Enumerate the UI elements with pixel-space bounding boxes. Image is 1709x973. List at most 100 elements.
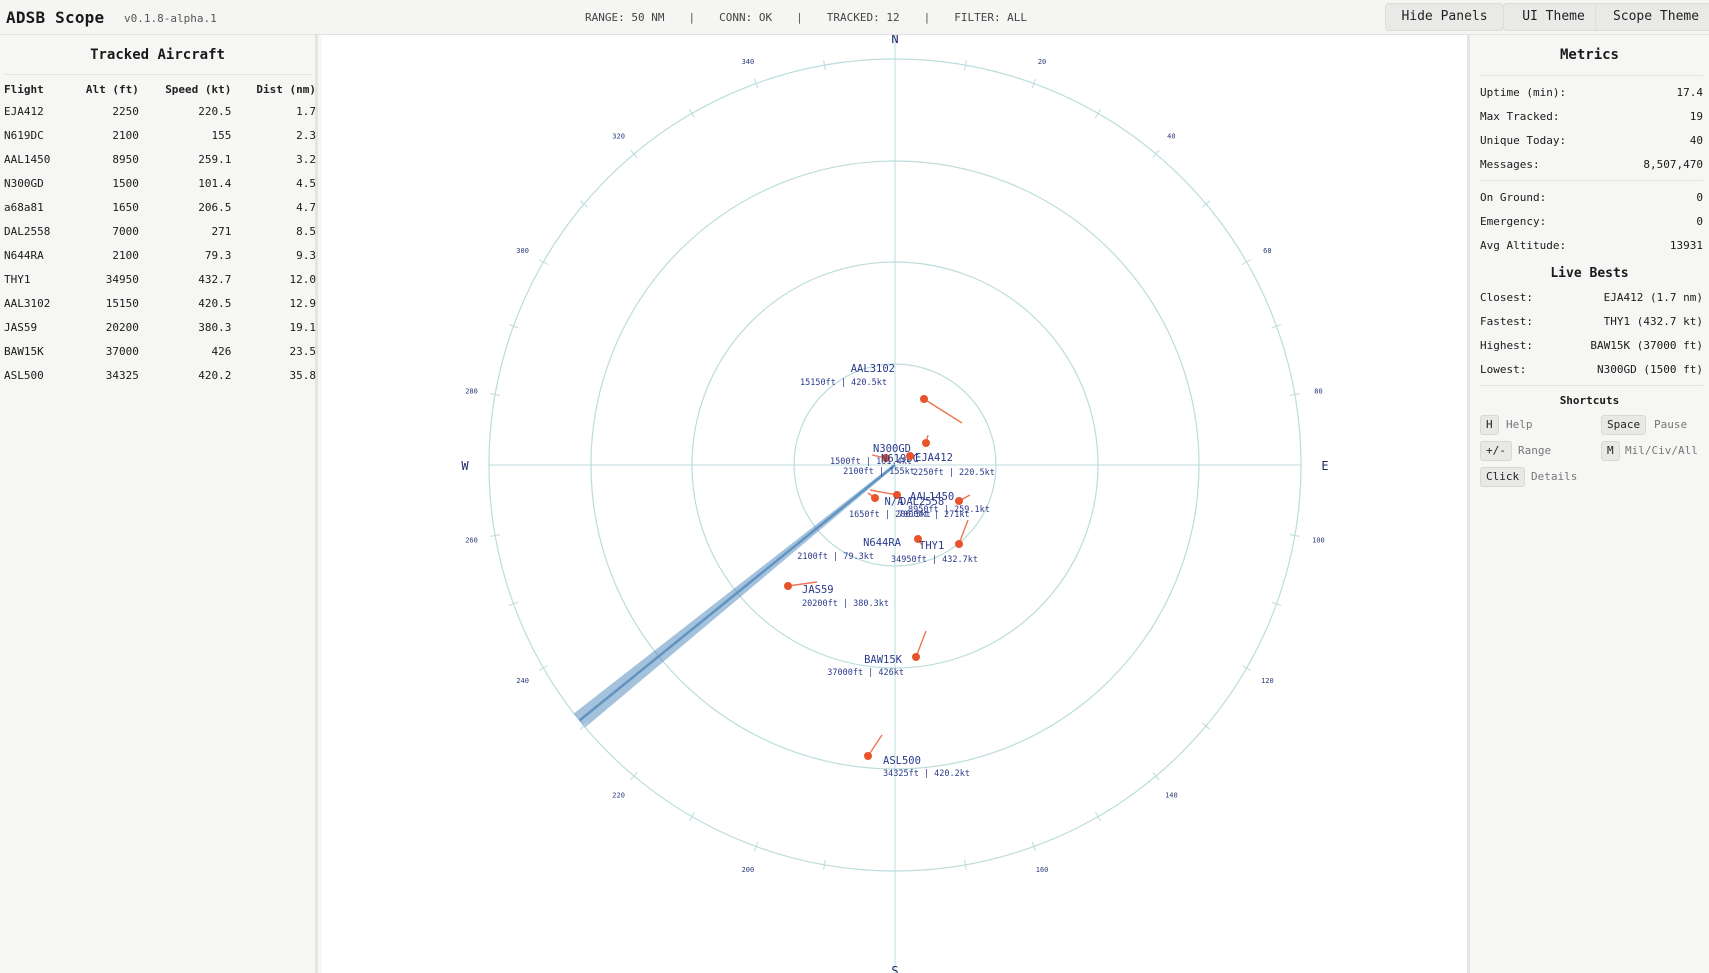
aircraft-info: 2100ft | 79.3kt (797, 552, 874, 562)
aircraft-target[interactable]: DAL2558 7000ft | 271kt (869, 489, 970, 520)
bearing-tick (1201, 722, 1211, 730)
metric-row: Uptime (min): 17.4 (1480, 81, 1703, 105)
cell-speed: 79.3 (204, 248, 232, 262)
cardinal-e: E (1321, 459, 1328, 473)
aircraft-callsign: N300GD (873, 443, 911, 455)
aircraft-info: 34950ft | 432.7kt (891, 555, 978, 565)
bearing-tick (630, 149, 638, 159)
table-row[interactable]: N619DC 2100 155 2.3 (4, 123, 316, 147)
table-row[interactable]: AAL3102 15150 420.5 12.9 (4, 291, 316, 315)
aircraft-target[interactable]: N300GD 1500ft | 101.4kt (830, 434, 930, 467)
metrics-group-stats: Uptime (min): 17.4 Max Tracked: 19 Unique To… (1470, 81, 1709, 177)
cell-alt: 2100 (112, 128, 139, 142)
bearing-tick (1152, 771, 1160, 781)
shortcut-key-filter[interactable]: M (1601, 441, 1620, 461)
aircraft-target[interactable]: ASL500 34325ft | 420.2kt (864, 734, 970, 779)
cell-speed: 259.1 (198, 152, 232, 166)
metric-value: 8,507,470 (1643, 158, 1703, 171)
aircraft-table: Flight Alt (ft) Speed (kt) Dist (nm) EJA… (4, 79, 316, 387)
shortcut-key-help[interactable]: H (1480, 415, 1499, 435)
shortcuts-title: Shortcuts (1559, 394, 1620, 407)
metric-value: THY1 (432.7 kt) (1603, 315, 1703, 328)
shortcut-desc-details: Details (1531, 470, 1578, 483)
metric-value: 0 (1696, 191, 1703, 204)
bearing-tick (630, 771, 638, 781)
table-row[interactable]: BAW15K 37000 426 23.5 (4, 339, 316, 363)
table-row[interactable]: THY1 34950 432.7 12.0 (4, 267, 316, 291)
cell-dist: 1.7 (296, 104, 316, 118)
bearing-label: 220 (612, 791, 625, 799)
aircraft-target[interactable]: EJA412 2250ft | 220.5kt (906, 452, 995, 478)
bearing-tick (490, 534, 501, 537)
metric-label: Max Tracked: (1480, 110, 1560, 123)
cell-dist: 12.9 (289, 296, 317, 310)
shortcut-key-pause[interactable]: Space (1601, 415, 1647, 435)
hide-panels-button[interactable]: Hide Panels (1385, 3, 1504, 31)
table-row[interactable]: ASL500 34325 420.2 35.8 (4, 363, 316, 387)
aircraft-target[interactable]: THY1 34950ft | 432.7kt (891, 519, 978, 565)
aircraft-dot (893, 491, 901, 499)
bearing-tick (1271, 323, 1282, 329)
ui-theme-button[interactable]: UI Theme (1503, 3, 1604, 31)
cell-flight: AAL3102 (4, 296, 51, 310)
bearing-tick (1201, 200, 1211, 208)
radar-scope[interactable]: 20 40 60 80 100 120 140 160 200 220 240 260 280 300 32… (322, 35, 1467, 973)
aircraft-info: 2100ft | 155kt (843, 467, 915, 477)
aircraft-target[interactable]: AAL3102 15150ft | 420.5kt (800, 363, 963, 424)
metric-row: Lowest: N300GD (1500 ft) (1480, 358, 1703, 382)
metrics-divider (1480, 75, 1703, 76)
cell-flight: N300GD (4, 176, 44, 190)
cell-alt: 7000 (112, 224, 139, 238)
aircraft-target[interactable]: N/A 1650ft | 206.5kt (849, 492, 931, 520)
metric-label: Highest: (1480, 339, 1533, 352)
shortcut-key-range[interactable]: +/- (1480, 441, 1512, 461)
cell-flight: N644RA (4, 248, 44, 262)
cell-flight: a68a81 (4, 200, 44, 214)
tracked-aircraft-title: Tracked Aircraft (90, 47, 225, 63)
aircraft-info: 2250ft | 220.5kt (913, 468, 995, 478)
metric-row: Avg Altitude: 13931 (1480, 234, 1703, 258)
cell-dist: 4.5 (296, 176, 316, 190)
aircraft-target[interactable]: BAW15K 37000ft | 426kt (827, 630, 927, 678)
table-row[interactable]: a68a81 1650 206.5 4.7 (4, 195, 316, 219)
table-row[interactable]: AAL1450 8950 259.1 3.2 (4, 147, 316, 171)
bearing-label: 20 (1038, 58, 1046, 66)
column-header-flight[interactable]: Flight (4, 82, 44, 96)
radar-canvas[interactable]: 20 40 60 80 100 120 140 160 200 220 240 260 280 300 32… (322, 35, 1467, 973)
cell-flight: AAL1450 (4, 152, 51, 166)
aircraft-info: 37000ft | 426kt (827, 668, 904, 678)
metric-label: Messages: (1480, 158, 1540, 171)
status-range: RANGE: 50 NM (585, 11, 665, 24)
table-row[interactable]: JAS59 20200 380.3 19.1 (4, 315, 316, 339)
table-row[interactable]: EJA412 2250 220.5 1.7 (4, 99, 316, 123)
aircraft-info: 1500ft | 101.4kt (830, 457, 912, 467)
shortcut-key-details[interactable]: Click (1480, 467, 1526, 487)
column-header-alt[interactable]: Alt (ft) (85, 82, 139, 96)
scope-theme-button[interactable]: Scope Theme (1595, 3, 1709, 31)
status-separator: | (796, 11, 803, 24)
aircraft-target[interactable]: AAL1450 8950ft | 259.1kt (908, 491, 990, 515)
table-row[interactable]: N300GD 1500 101.4 4.5 (4, 171, 316, 195)
aircraft-info: 20200ft | 380.3kt (802, 599, 889, 609)
heading-vector (958, 519, 969, 545)
aircraft-target[interactable]: JAS59 20200ft | 380.3kt (784, 581, 889, 609)
cell-dist: 4.7 (296, 200, 316, 214)
shortcut-desc-help: Help (1506, 418, 1533, 431)
cell-dist: 9.3 (296, 248, 316, 262)
table-row[interactable]: DAL2558 7000 271 8.5 (4, 219, 316, 243)
aircraft-dot (784, 582, 792, 590)
aircraft-target[interactable]: N644RA 2100ft | 79.3kt (797, 535, 923, 562)
column-header-dist[interactable]: Dist (nm) (256, 82, 316, 96)
aircraft-callsign: THY1 (919, 540, 944, 552)
shortcut-desc-pause: Pause (1654, 418, 1688, 431)
aircraft-info: 15150ft | 420.5kt (800, 378, 887, 388)
metric-value: 40 (1689, 134, 1703, 147)
cell-speed: 426 (211, 344, 232, 358)
bearing-tick (538, 259, 548, 265)
column-header-speed[interactable]: Speed (kt) (165, 82, 232, 96)
bearing-tick (579, 200, 589, 208)
metric-row: On Ground: 0 (1480, 186, 1703, 210)
cell-speed: 420.2 (198, 368, 232, 382)
table-row[interactable]: N644RA 2100 79.3 9.3 (4, 243, 316, 267)
bearing-label: 200 (742, 866, 755, 874)
